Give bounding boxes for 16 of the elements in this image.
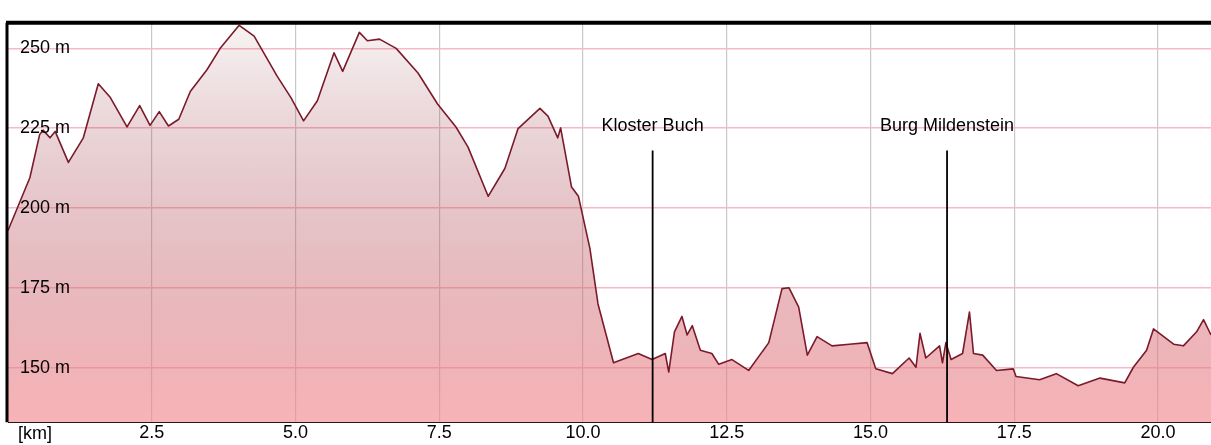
x-axis-title: [km] [18, 422, 52, 443]
x-tick-label: 10.0 [565, 421, 601, 442]
y-tick-label: 250 m [20, 37, 71, 58]
x-tick-label: 5.0 [283, 421, 309, 442]
y-tick-label: 150 m [20, 356, 71, 377]
y-tick-label: 175 m [20, 276, 71, 297]
x-tick-label: 20.0 [1140, 421, 1176, 442]
x-tick-label: 2.5 [139, 421, 165, 442]
y-tick-label: 225 m [20, 117, 71, 138]
y-tick-label: 200 m [20, 197, 71, 218]
x-tick-label: 7.5 [426, 421, 452, 442]
x-tick-label: 17.5 [996, 421, 1032, 442]
x-tick-label: 15.0 [853, 421, 889, 442]
ref-line-label: Kloster Buch [601, 114, 704, 135]
ref-line-label: Burg Mildenstein [880, 114, 1015, 135]
x-tick-label: 12.5 [709, 421, 745, 442]
